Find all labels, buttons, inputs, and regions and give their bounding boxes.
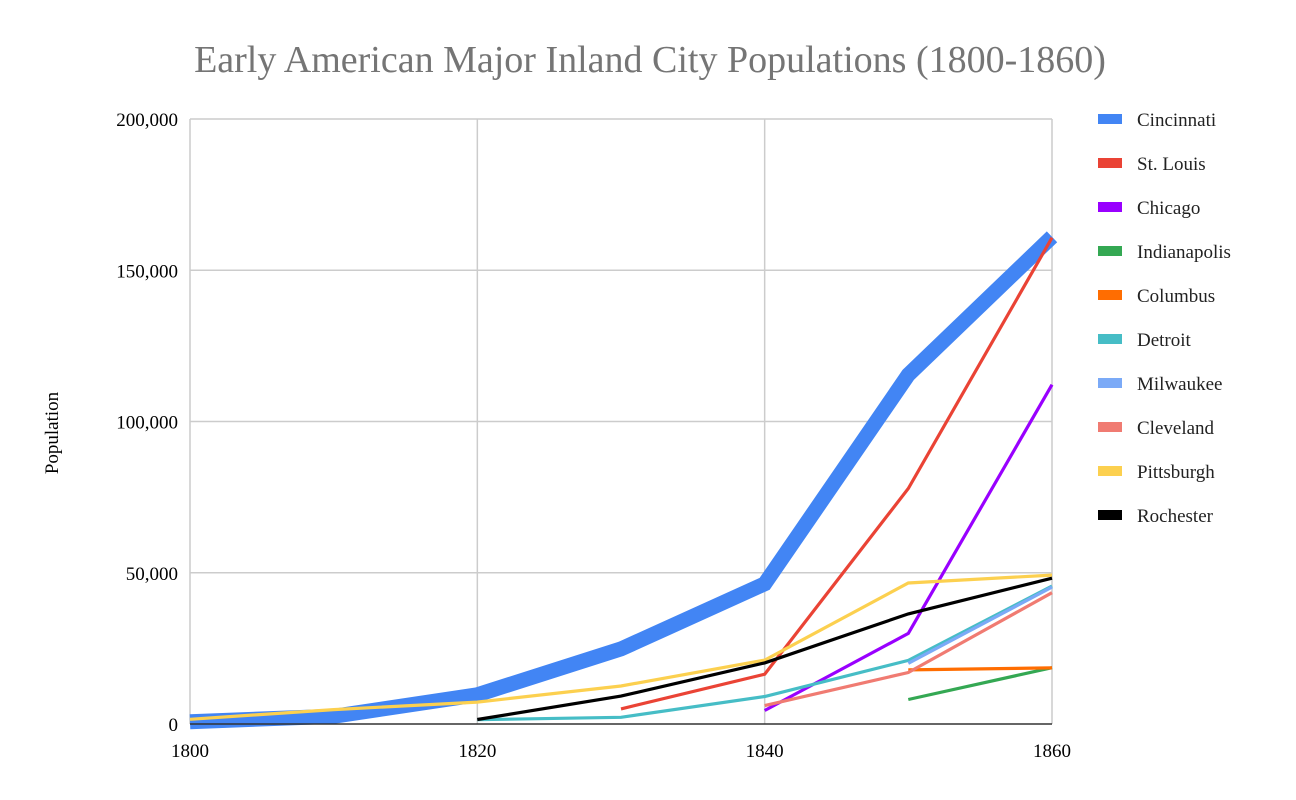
series-line-detroit xyxy=(477,584,1053,722)
series-line-milwaukee xyxy=(907,585,1053,665)
legend-swatch-cincinnati xyxy=(1098,114,1122,124)
grid xyxy=(189,118,1053,724)
legend-label-rochester: Rochester xyxy=(1137,506,1214,527)
y-tick-label: 50,000 xyxy=(126,564,178,585)
series-line-cleveland xyxy=(764,591,1053,708)
series-line-rochester xyxy=(477,576,1053,722)
legend-label-indianapolis: Indianapolis xyxy=(1137,242,1231,263)
legend-swatch-columbus xyxy=(1098,290,1122,300)
legend-swatch-rochester xyxy=(1098,510,1122,520)
legend-label-cleveland: Cleveland xyxy=(1137,418,1215,439)
series-line-indianapolis xyxy=(907,666,1053,702)
axes: 0 50,000 100,000 150,000 200,000 1800 1820 1840… xyxy=(116,110,1071,762)
y-axis-label: Population xyxy=(42,391,63,474)
x-tick-label: 1840 xyxy=(746,741,784,762)
legend-swatch-pittsburgh xyxy=(1098,466,1122,476)
legend-swatch-cleveland xyxy=(1098,422,1122,432)
legend-label-detroit: Detroit xyxy=(1137,330,1192,351)
legend-label-pittsburgh: Pittsburgh xyxy=(1137,462,1215,483)
legend: Cincinnati St. Louis Chicago Indianapolis Co… xyxy=(1098,110,1231,527)
series-line-pittsburgh xyxy=(189,573,1053,721)
series-line-columbus xyxy=(908,666,1053,672)
series-line-st-louis xyxy=(620,236,1054,711)
series-line-cincinnati xyxy=(189,231,1058,730)
y-tick-label: 0 xyxy=(169,715,179,736)
legend-label-st-louis: St. Louis xyxy=(1137,154,1206,175)
legend-label-milwaukee: Milwaukee xyxy=(1137,374,1222,395)
x-tick-label: 1860 xyxy=(1033,741,1071,762)
legend-swatch-milwaukee xyxy=(1098,378,1122,388)
legend-swatch-indianapolis xyxy=(1098,246,1122,256)
legend-label-columbus: Columbus xyxy=(1137,286,1215,307)
y-tick-label: 100,000 xyxy=(116,413,178,434)
y-tick-label: 150,000 xyxy=(116,261,178,282)
legend-swatch-st-louis xyxy=(1098,158,1122,168)
x-tick-label: 1820 xyxy=(458,741,496,762)
legend-swatch-detroit xyxy=(1098,334,1122,344)
legend-swatch-chicago xyxy=(1098,202,1122,212)
x-tick-label: 1800 xyxy=(171,741,209,762)
series-lines xyxy=(189,231,1058,730)
legend-label-cincinnati: Cincinnati xyxy=(1137,110,1216,131)
legend-label-chicago: Chicago xyxy=(1137,198,1200,219)
chart-title: Early American Major Inland City Populat… xyxy=(194,39,1106,81)
y-tick-label: 200,000 xyxy=(116,110,178,131)
